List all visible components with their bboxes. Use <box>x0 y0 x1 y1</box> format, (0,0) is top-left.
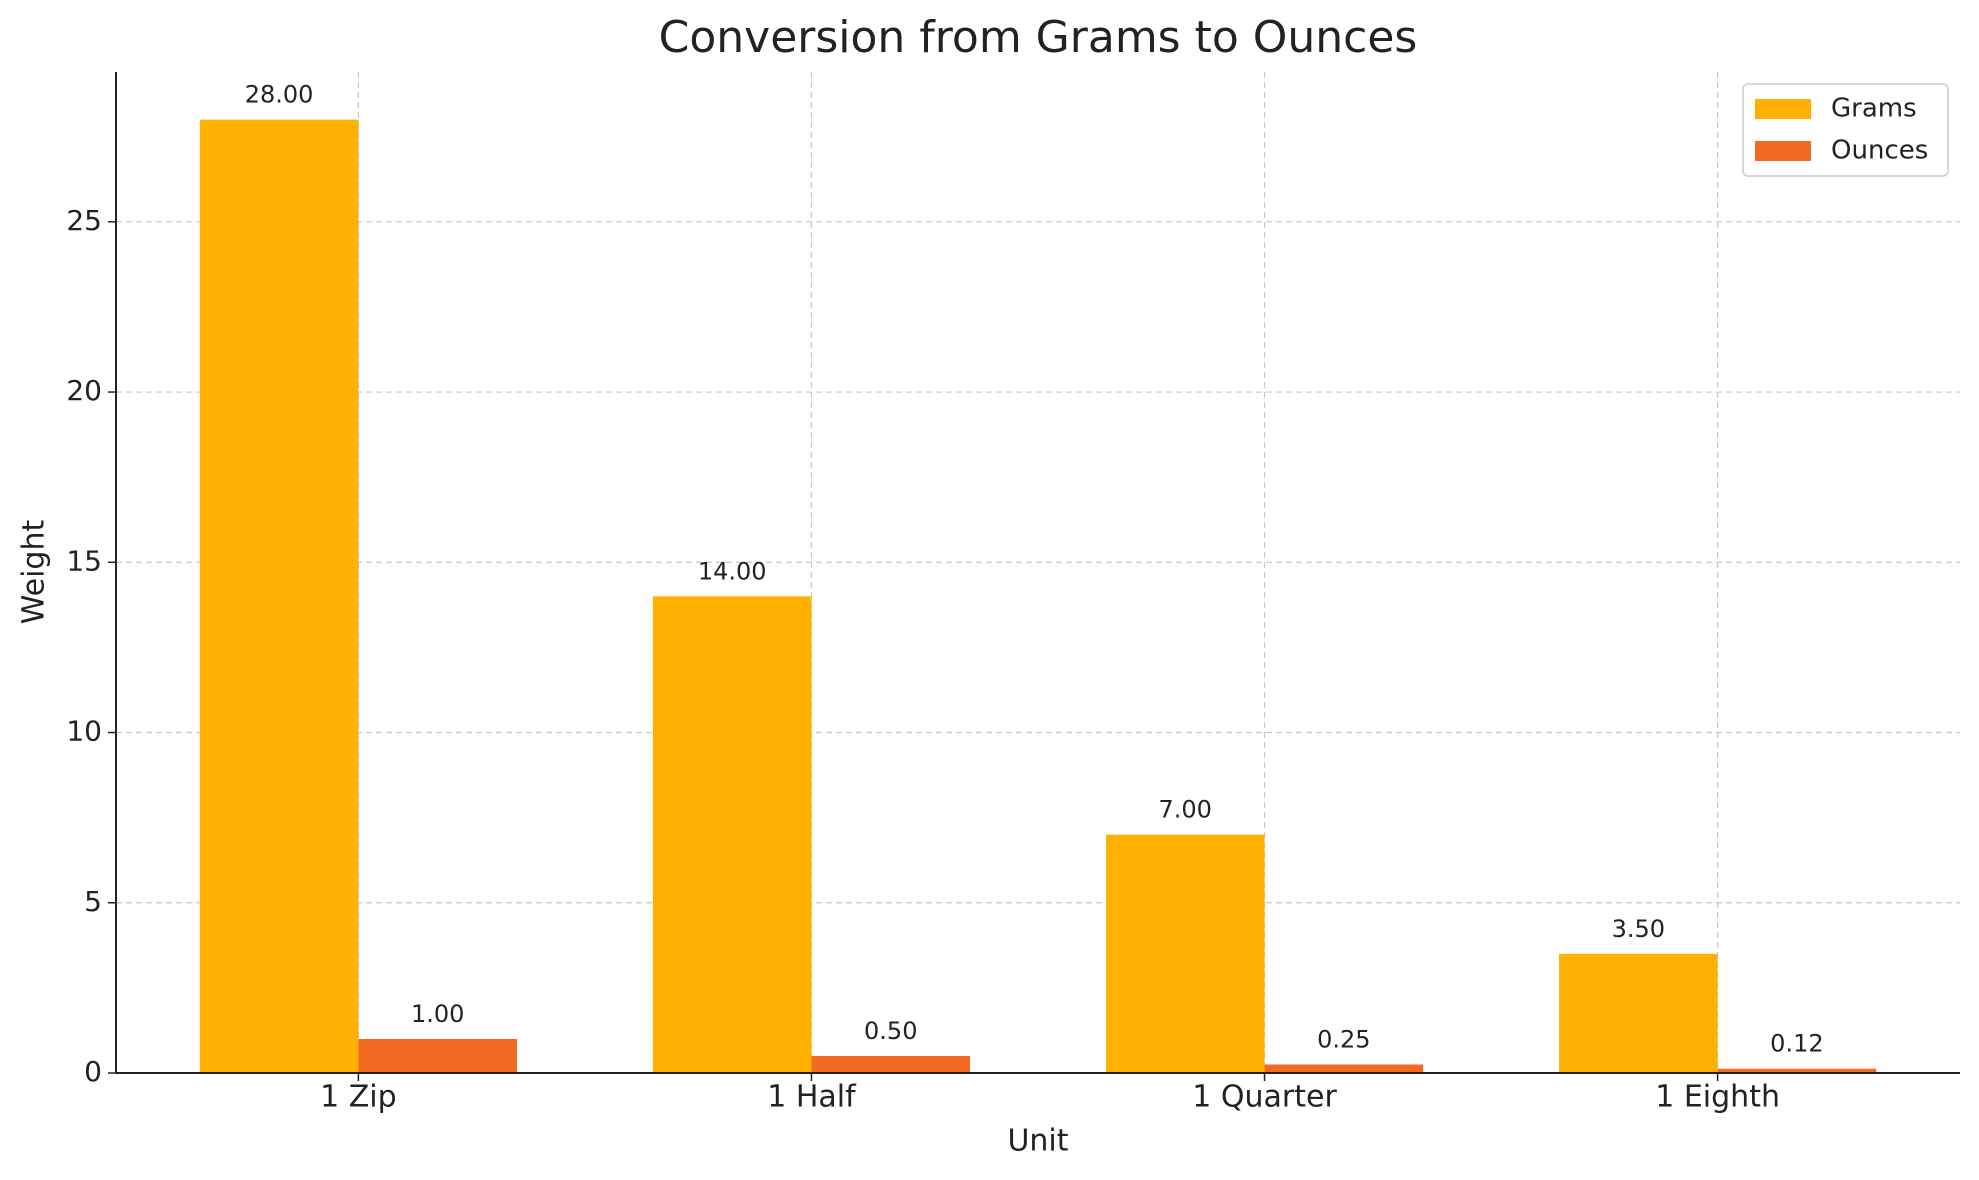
value-label: 1.00 <box>411 1000 464 1028</box>
x-tick-label: 1 Eighth <box>1655 1080 1780 1115</box>
legend-label: Grams <box>1831 94 1917 124</box>
value-label: 14.00 <box>698 557 767 585</box>
y-tick-label: 20 <box>66 374 102 407</box>
value-label: 28.00 <box>245 81 314 109</box>
y-tick-label: 15 <box>66 544 102 577</box>
bar <box>358 1038 517 1073</box>
bar <box>1105 834 1265 1073</box>
legend-label: Ounces <box>1831 136 1928 166</box>
value-label: 0.50 <box>864 1017 917 1045</box>
bar <box>1264 1064 1424 1073</box>
x-axis-label: Unit <box>1007 1124 1068 1159</box>
chart-title: Conversion from Grams to Ounces <box>659 12 1418 63</box>
y-tick-label: 10 <box>66 715 102 748</box>
y-tick-label: 25 <box>66 204 102 237</box>
x-tick-label: 1 Quarter <box>1192 1080 1337 1115</box>
value-label: 0.12 <box>1770 1030 1823 1058</box>
value-label: 3.50 <box>1612 915 1665 943</box>
x-tick-label: 1 Half <box>767 1080 857 1115</box>
value-label: 7.00 <box>1159 796 1212 824</box>
y-tick-label: 5 <box>84 885 102 918</box>
bar <box>811 1055 971 1073</box>
bar <box>652 596 812 1073</box>
bar <box>1559 953 1718 1073</box>
x-tick-label: 1 Zip <box>320 1080 397 1115</box>
y-tick-label: 0 <box>84 1055 102 1088</box>
legend-swatch <box>1755 141 1811 161</box>
bar <box>1717 1068 1877 1073</box>
value-label: 0.25 <box>1317 1025 1370 1053</box>
legend-swatch <box>1755 99 1811 119</box>
y-axis-label: Weight <box>17 520 52 625</box>
bar <box>199 119 359 1073</box>
